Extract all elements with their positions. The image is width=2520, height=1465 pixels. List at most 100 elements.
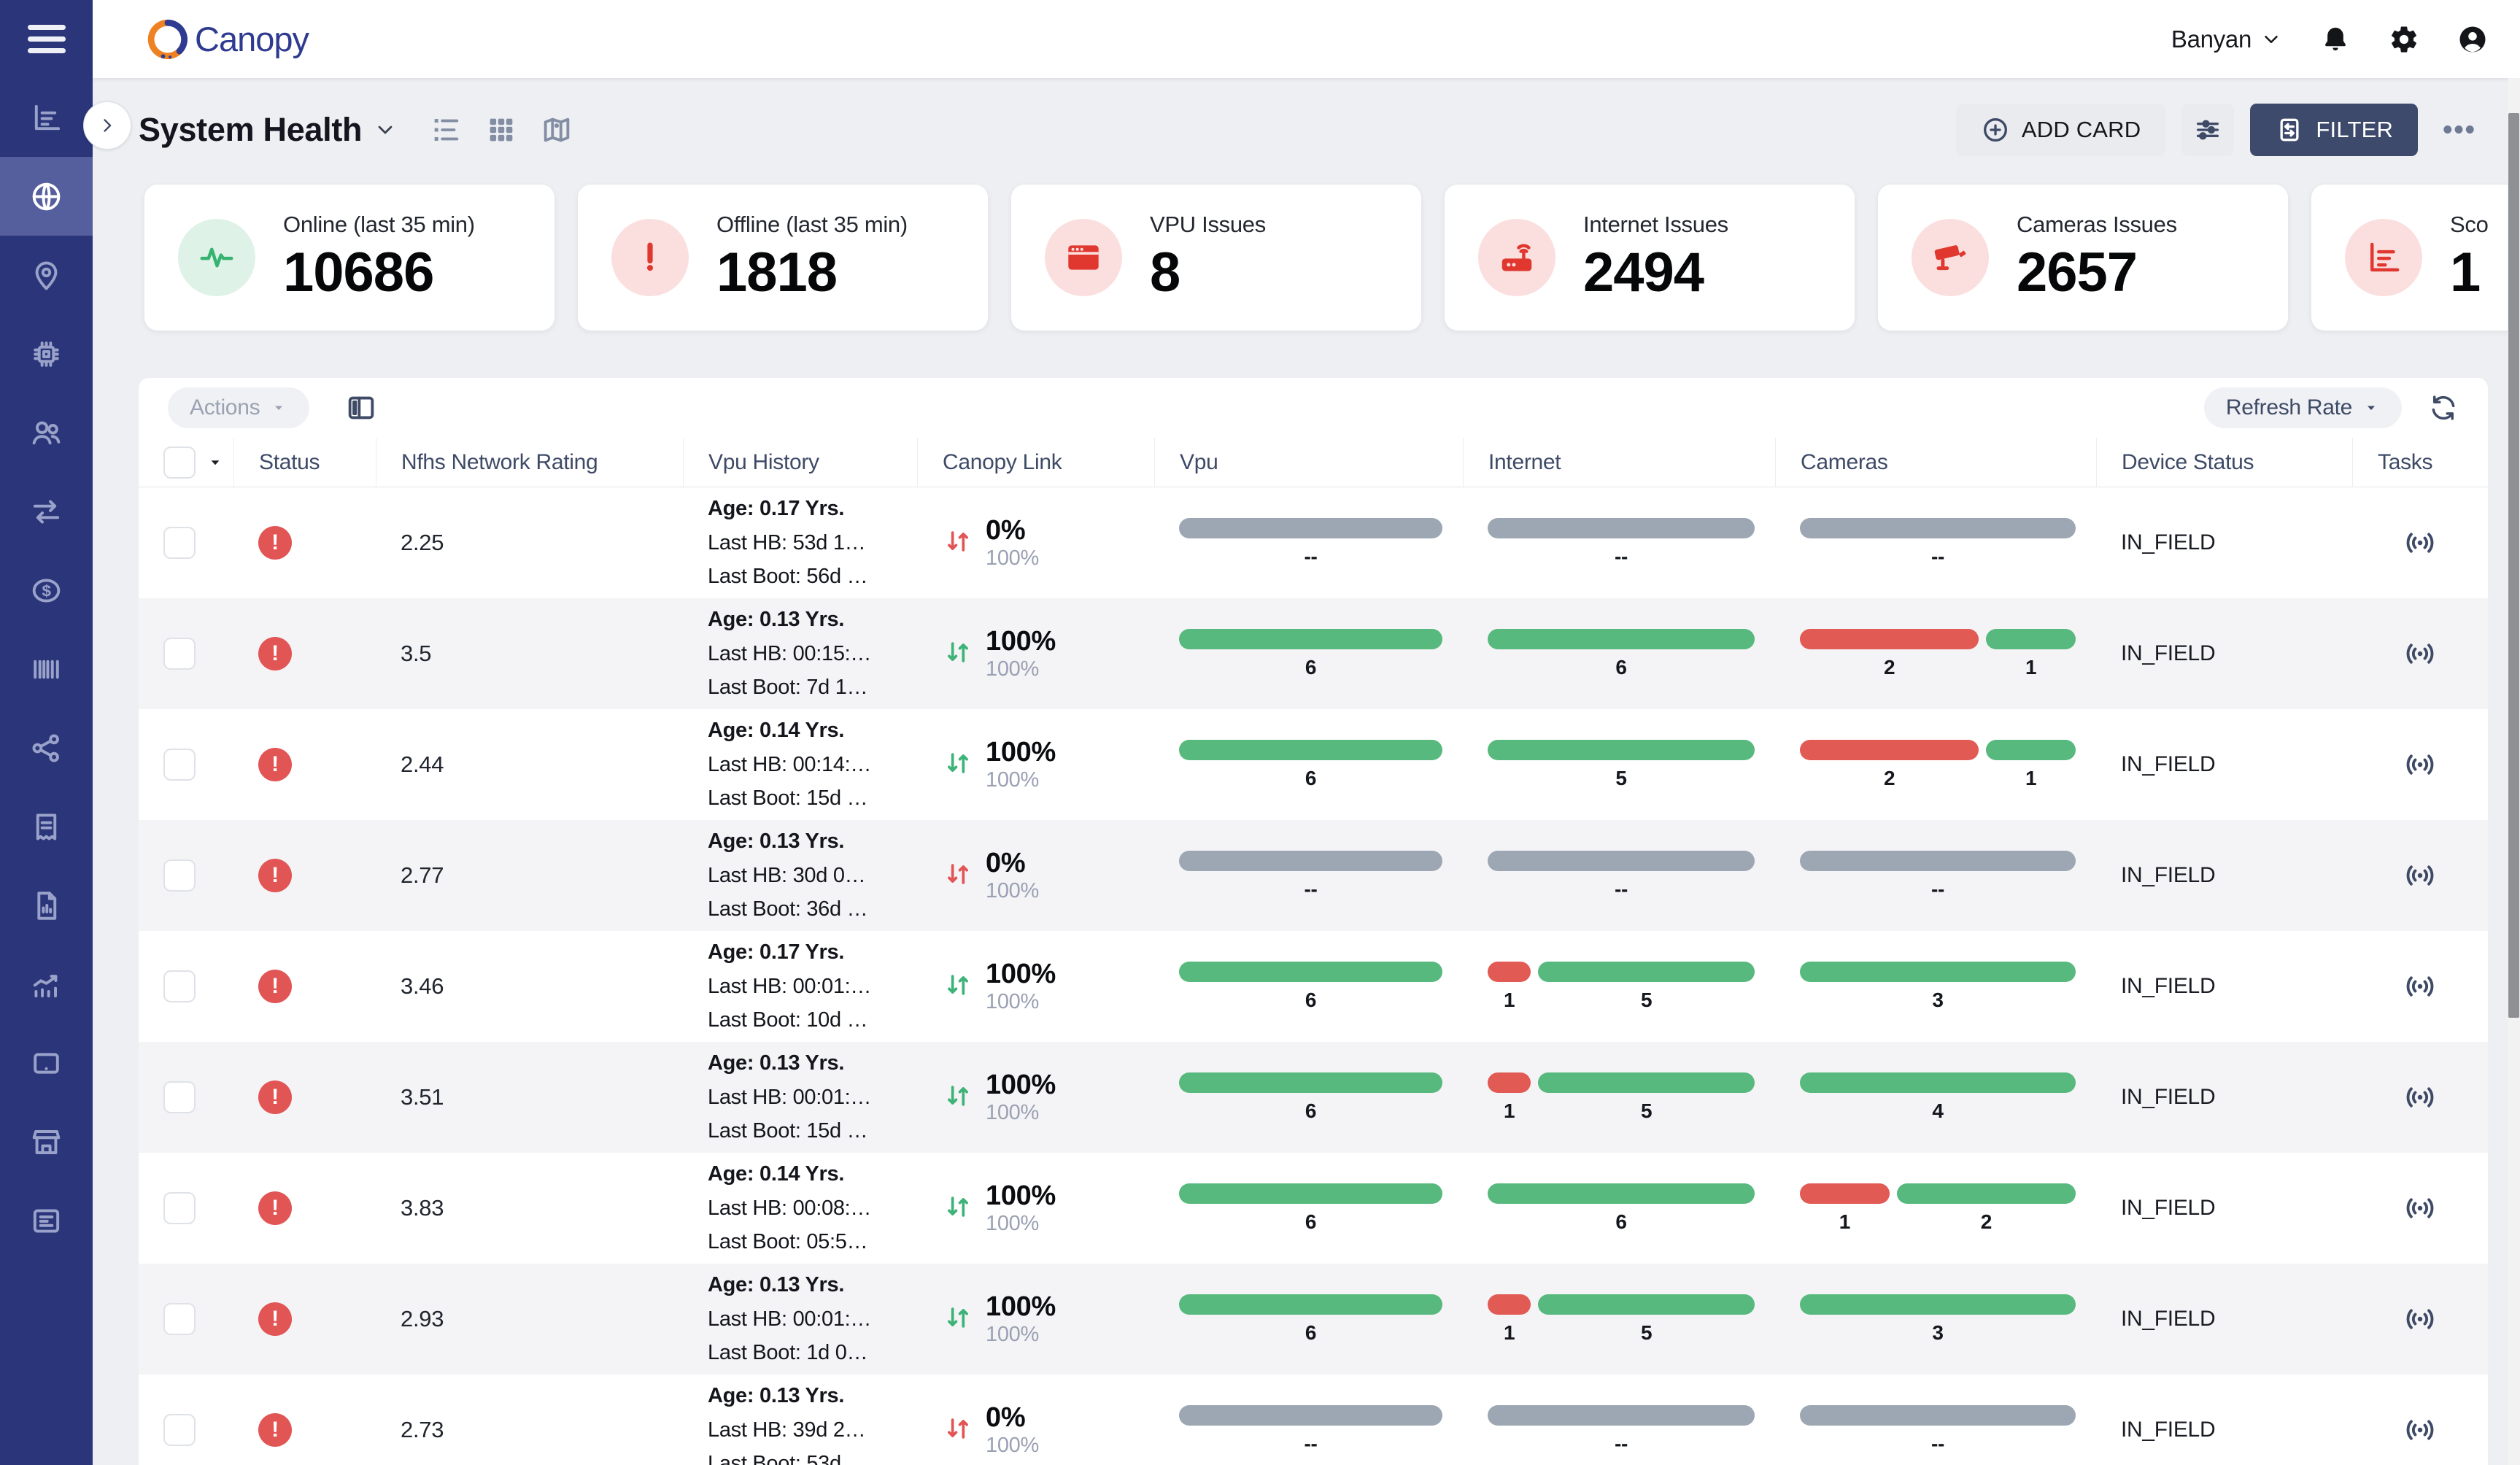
vpu-last-hb: Last HB: 39d 2… <box>708 1418 866 1442</box>
cameras-bar-cell: 4 <box>1775 1042 2096 1153</box>
refresh-rate-dropdown[interactable]: Refresh Rate <box>2203 387 2402 428</box>
column-header-tasks[interactable]: Tasks <box>2352 438 2488 487</box>
bar-segment-label: 6 <box>1305 988 1317 1011</box>
vpu-bar-cell: 6 <box>1154 1153 1463 1264</box>
table-row[interactable]: ! 2.93 Age: 0.13 Yrs. Last HB: 00:01:… L… <box>139 1264 2488 1375</box>
bar-segment-green <box>1800 1072 2076 1093</box>
select-menu-caret[interactable] <box>206 453 225 472</box>
bar-segment-label: 5 <box>1641 1321 1653 1344</box>
row-checkbox[interactable] <box>163 970 196 1002</box>
bar-segment-label: -- <box>1614 877 1628 900</box>
actions-dropdown[interactable]: Actions <box>168 387 310 428</box>
kpi-card[interactable]: VPU Issues 8 <box>1011 185 1421 331</box>
row-checkbox[interactable] <box>163 1303 196 1335</box>
map-view-icon[interactable] <box>540 113 573 147</box>
sidebar-item-trends[interactable] <box>0 945 93 1024</box>
sidebar-item-orders[interactable] <box>0 787 93 866</box>
kpi-card[interactable]: Cameras Issues 2657 <box>1878 185 2288 331</box>
row-checkbox[interactable] <box>163 1414 196 1446</box>
column-header-canopy-link[interactable]: Canopy Link <box>917 438 1154 487</box>
table-row[interactable]: ! 3.5 Age: 0.13 Yrs. Last HB: 00:15:… La… <box>139 598 2488 709</box>
sidebar-item-transfers[interactable] <box>0 472 93 551</box>
column-header-vpu[interactable]: Vpu <box>1154 438 1463 487</box>
vpu-last-hb: Last HB: 30d 0… <box>708 863 866 887</box>
broadcast-icon[interactable] <box>2403 526 2437 560</box>
sidebar-item-tablets[interactable] <box>0 1024 93 1102</box>
sidebar-item-system-health[interactable] <box>0 157 93 236</box>
row-checkbox[interactable] <box>163 1192 196 1224</box>
column-header-device-status[interactable]: Device Status <box>2096 438 2352 487</box>
broadcast-icon[interactable] <box>2403 1081 2437 1114</box>
filter-button[interactable]: FILTER <box>2250 104 2419 156</box>
sidebar-item-documents[interactable] <box>0 1181 93 1260</box>
column-header-vpu-history[interactable]: Vpu History <box>683 438 917 487</box>
column-header-status[interactable]: Status <box>233 438 376 487</box>
columns-layout-button[interactable] <box>344 391 378 425</box>
kpi-card[interactable]: Offline (last 35 min) 1818 <box>578 185 988 331</box>
kpi-card[interactable]: Sco 1 <box>2311 185 2520 331</box>
table-row[interactable]: ! 2.73 Age: 0.13 Yrs. Last HB: 39d 2… La… <box>139 1375 2488 1465</box>
internet-bar-cell: 5 <box>1463 709 1775 820</box>
table-row[interactable]: ! 2.25 Age: 0.17 Yrs. Last HB: 53d 1… La… <box>139 487 2488 598</box>
broadcast-icon[interactable] <box>2403 1191 2437 1225</box>
more-options-button[interactable]: ••• <box>2443 114 2476 145</box>
sidebar-item-reports[interactable] <box>0 866 93 945</box>
select-all-checkbox[interactable] <box>163 446 196 479</box>
vpu-last-boot: Last Boot: 7d 1… <box>708 676 868 700</box>
row-checkbox[interactable] <box>163 527 196 559</box>
list-view-icon[interactable] <box>429 113 463 147</box>
table-row[interactable]: ! 3.51 Age: 0.13 Yrs. Last HB: 00:01:… L… <box>139 1042 2488 1153</box>
row-checkbox[interactable] <box>163 749 196 781</box>
sidebar-item-store[interactable] <box>0 1102 93 1181</box>
row-status-cell: ! <box>233 1375 376 1465</box>
page-title-dropdown[interactable] <box>374 118 397 142</box>
bar-segment-green <box>1538 961 1755 982</box>
broadcast-icon[interactable] <box>2403 970 2437 1003</box>
broadcast-icon[interactable] <box>2403 637 2437 670</box>
kpi-card[interactable]: Online (last 35 min) 10686 <box>144 185 554 331</box>
row-rating-cell: 3.51 <box>376 1042 683 1153</box>
column-header-nfhs-network-rating[interactable]: Nfhs Network Rating <box>376 438 683 487</box>
sidebar-item-devices[interactable] <box>0 314 93 393</box>
sidebar-item-locations[interactable] <box>0 236 93 314</box>
column-header-cameras[interactable]: Cameras <box>1775 438 2096 487</box>
expand-panel-button[interactable] <box>83 101 131 150</box>
notifications-bell-icon[interactable] <box>2320 24 2351 55</box>
display-settings-button[interactable] <box>2181 104 2235 156</box>
vpu-last-boot: Last Boot: 36d … <box>708 897 868 921</box>
table-row[interactable]: ! 3.83 Age: 0.14 Yrs. Last HB: 00:08:… L… <box>139 1153 2488 1264</box>
column-header-internet[interactable]: Internet <box>1463 438 1775 487</box>
refresh-button[interactable] <box>2428 393 2459 423</box>
network-rating-value: 3.51 <box>401 1084 444 1110</box>
table-row[interactable]: ! 2.77 Age: 0.13 Yrs. Last HB: 30d 0… La… <box>139 820 2488 931</box>
broadcast-icon[interactable] <box>2403 859 2437 892</box>
scrollbar-thumb[interactable] <box>2508 113 2519 1018</box>
row-checkbox[interactable] <box>163 638 196 670</box>
table-row[interactable]: ! 2.44 Age: 0.14 Yrs. Last HB: 00:14:… L… <box>139 709 2488 820</box>
tablet-icon <box>29 1046 63 1081</box>
grid-view-icon[interactable] <box>484 113 518 147</box>
broadcast-icon[interactable] <box>2403 748 2437 781</box>
org-switcher[interactable]: Banyan <box>2171 26 2282 53</box>
add-card-button[interactable]: ADD CARD <box>1955 104 2166 156</box>
row-checkbox[interactable] <box>163 1081 196 1113</box>
sidebar-item-network[interactable] <box>0 708 93 787</box>
tasks-cell <box>2352 598 2488 709</box>
table-row[interactable]: ! 3.46 Age: 0.17 Yrs. Last HB: 00:01:… L… <box>139 931 2488 1042</box>
kpi-card[interactable]: Internet Issues 2494 <box>1445 185 1855 331</box>
hamburger-menu-icon[interactable] <box>0 0 93 78</box>
sidebar-item-billing[interactable]: $ <box>0 551 93 630</box>
broadcast-icon[interactable] <box>2403 1413 2437 1447</box>
user-avatar-icon[interactable] <box>2457 24 2488 55</box>
broadcast-icon[interactable] <box>2403 1302 2437 1336</box>
link-percent-sub: 100% <box>986 1434 1039 1458</box>
settings-gear-icon[interactable] <box>2389 24 2419 55</box>
sidebar-item-users[interactable] <box>0 393 93 472</box>
row-checkbox[interactable] <box>163 859 196 892</box>
vpu-bar-cell: -- <box>1154 820 1463 931</box>
sidebar-item-inventory[interactable] <box>0 630 93 708</box>
bar-segment-red <box>1488 961 1531 982</box>
cameras-bar-cell: 3 <box>1775 1264 2096 1375</box>
sidebar-item-analytics[interactable] <box>0 78 93 157</box>
